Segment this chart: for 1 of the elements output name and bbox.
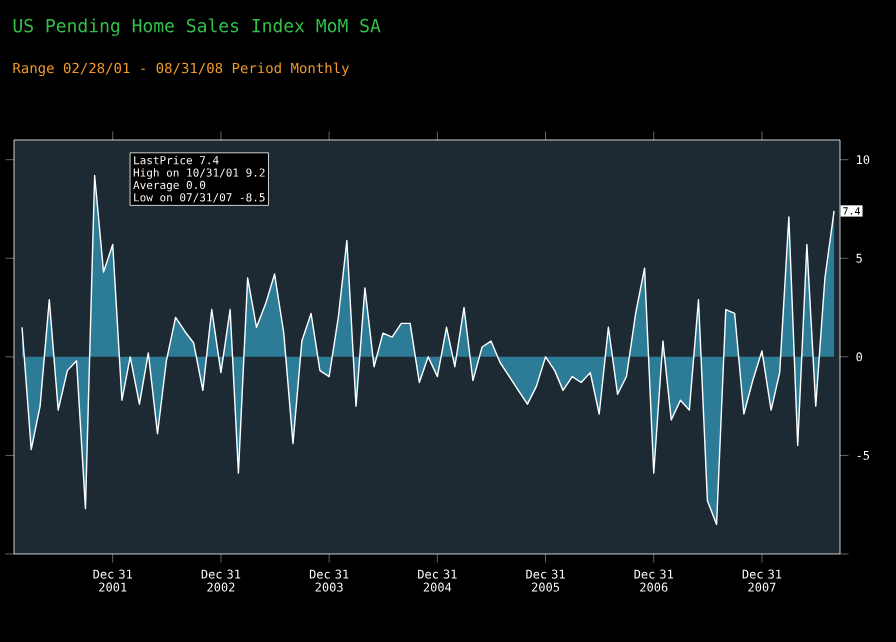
chart-title: US Pending Home Sales Index MoM SA <box>13 18 381 37</box>
